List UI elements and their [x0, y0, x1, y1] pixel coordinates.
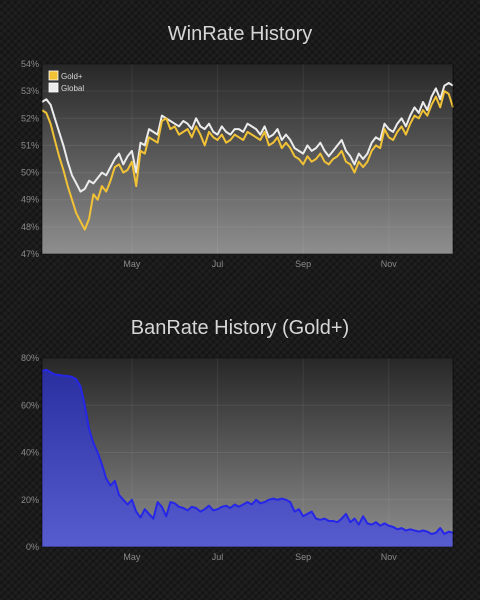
y-tick-label: 0%: [26, 542, 39, 552]
x-tick-label: Sep: [295, 259, 311, 269]
x-tick-label: Jul: [212, 259, 224, 269]
legend-label: Gold+: [61, 72, 83, 81]
plot-border: [41, 357, 454, 548]
y-tick-label: 54%: [21, 59, 39, 69]
y-tick-label: 60%: [21, 400, 39, 410]
x-tick-label: Nov: [381, 259, 398, 269]
x-tick-label: Jul: [212, 552, 224, 562]
x-tick-label: May: [123, 552, 141, 562]
x-tick-label: Sep: [295, 552, 311, 562]
winrate-chart: 54% 53% 52% 51% 50% 49% 48% 47% May Jul Sep Nov Gold…: [21, 59, 454, 269]
y-tick-label: 52%: [21, 113, 39, 123]
legend-swatch: [48, 82, 59, 93]
banrate-chart-title: BanRate History (Gold+): [130, 317, 350, 339]
plot-background: [42, 64, 453, 254]
y-tick-label: 40%: [21, 448, 39, 458]
legend-swatch: [48, 70, 59, 81]
plot-border: [41, 63, 454, 255]
x-tick-label: Nov: [381, 552, 398, 562]
winrate-chart-title: WinRate History: [167, 23, 313, 45]
banrate-chart: 80% 60% 40% 20% 0% May Jul Sep Nov: [21, 353, 454, 562]
y-tick-label: 20%: [21, 495, 39, 505]
series-line-gold: [41, 90, 454, 231]
y-tick-label: 53%: [21, 86, 39, 96]
y-tick-label: 49%: [21, 195, 39, 205]
y-tick-label: 80%: [21, 353, 39, 363]
y-tick-label: 50%: [21, 168, 39, 178]
y-tick-label: 47%: [21, 249, 39, 259]
banrate-line: [41, 368, 454, 535]
series-line-global: [41, 82, 454, 193]
y-tick-label: 51%: [21, 140, 39, 150]
banrate-area: [42, 369, 453, 547]
legend-label: Global: [61, 84, 84, 93]
x-tick-label: May: [123, 259, 141, 269]
y-tick-label: 48%: [21, 222, 39, 232]
